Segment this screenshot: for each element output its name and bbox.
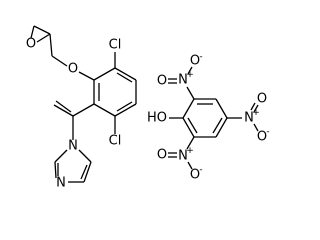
atom-label: O <box>190 168 200 183</box>
atom-label: N <box>244 111 254 126</box>
atom-label: HO <box>147 111 167 126</box>
atom-label: N <box>56 176 66 191</box>
atom-label: N <box>178 73 188 88</box>
atom-label: N <box>68 139 78 154</box>
charge-label: - <box>266 127 269 137</box>
bonds <box>30 25 259 183</box>
charge-label: - <box>199 52 202 62</box>
charge-label: + <box>186 146 194 156</box>
atom-label: N <box>178 149 188 164</box>
atom-label: Cl <box>109 134 122 149</box>
atom-label: O <box>257 130 267 145</box>
charge-label: + <box>252 108 260 118</box>
atom-label: O <box>257 92 267 107</box>
atom-label: O <box>190 54 200 69</box>
atom-label: O <box>26 37 36 52</box>
charge-label: + <box>186 70 194 80</box>
atom-label: O <box>68 62 78 77</box>
atom-label: O <box>157 74 167 89</box>
atom-label: Cl <box>109 38 122 53</box>
atom-label: O <box>157 148 167 163</box>
charge-label: - <box>199 165 202 175</box>
